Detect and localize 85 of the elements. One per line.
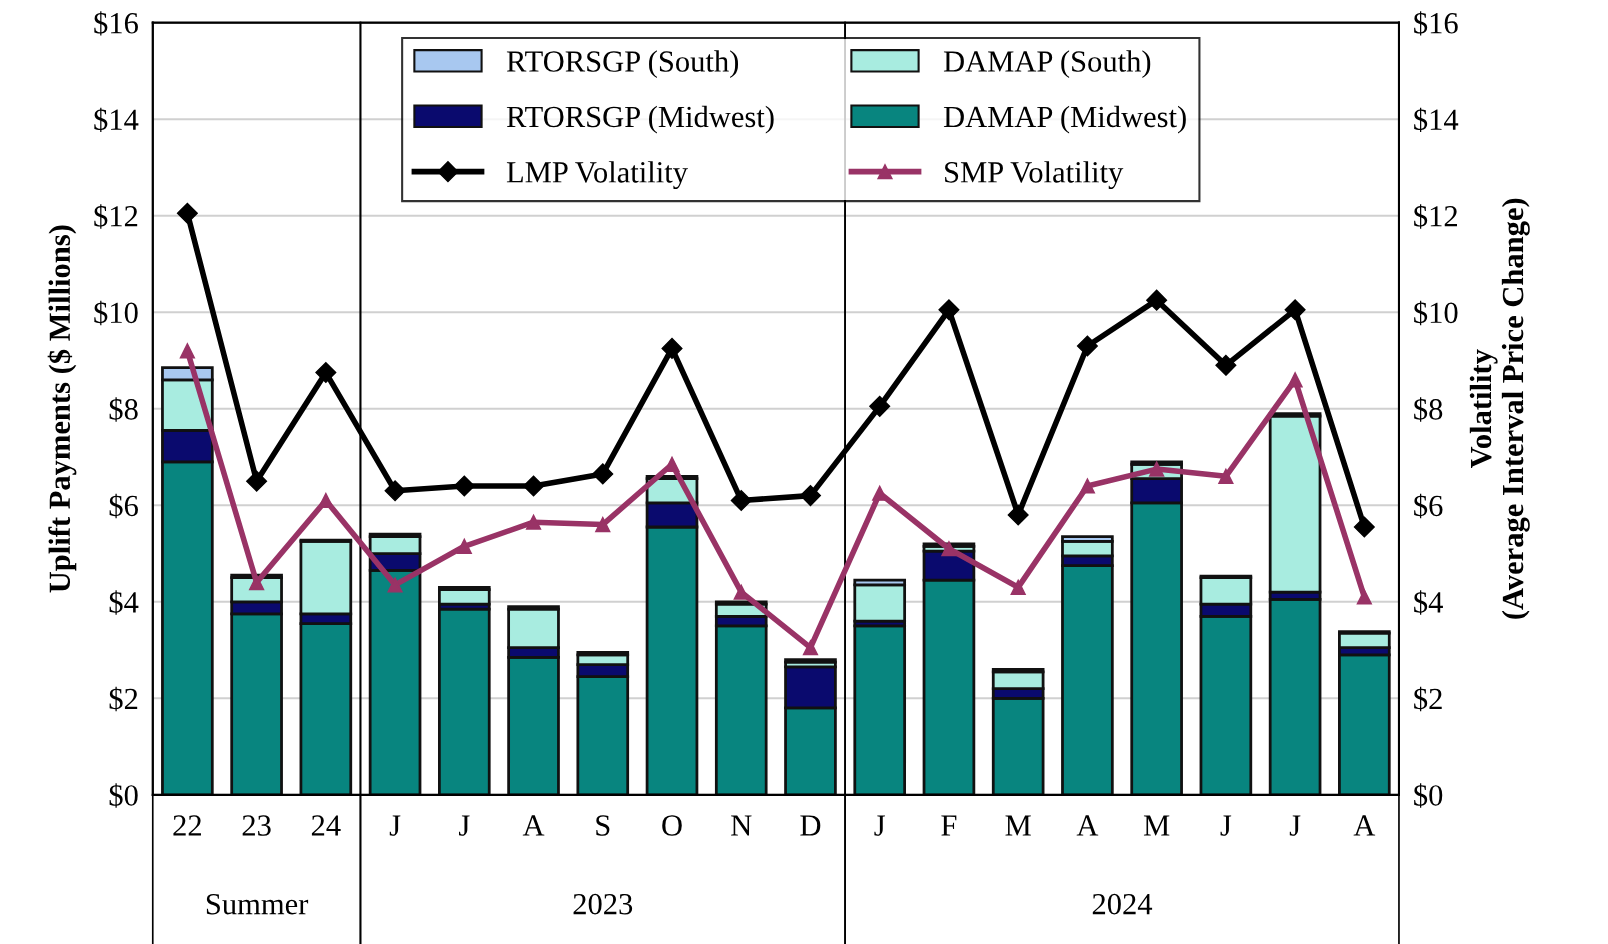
legend-label: RTORSGP (Midwest) [506, 105, 774, 134]
point [799, 485, 821, 507]
point [387, 577, 403, 593]
y-tick-label: $8 [109, 397, 138, 422]
y-tick-label: $16 [94, 11, 138, 36]
x-tick-label: M [1143, 815, 1170, 836]
point [1146, 289, 1168, 311]
x-tick-label: J [459, 815, 470, 836]
point [318, 492, 334, 509]
text: 2024 [1092, 893, 1153, 915]
point [246, 470, 268, 492]
y2-axis-title: Volatility (Average Interval Price Change) [1469, 198, 1530, 619]
bar [1268, 598, 1322, 795]
y-tick-label: $4 [109, 590, 139, 615]
y2-tick-label: $0 [1414, 783, 1443, 808]
point [592, 463, 614, 485]
bar [853, 624, 907, 795]
point [384, 480, 406, 502]
x-tick-label: N [731, 815, 752, 836]
y-tick-label: $14 [94, 107, 139, 133]
text: 2023 [573, 893, 633, 915]
x-tick-label: 23 [242, 815, 271, 836]
point [315, 362, 337, 384]
bar [784, 658, 837, 664]
point [456, 538, 472, 554]
point [1218, 468, 1234, 484]
point [941, 541, 957, 557]
x-tick-label: O [662, 815, 682, 836]
bar [1338, 653, 1391, 795]
y-tick-label: $2 [109, 686, 138, 712]
y2-tick-label: $6 [1414, 493, 1443, 519]
point [1007, 504, 1029, 526]
point [1284, 299, 1306, 321]
x-tick-label: D [800, 815, 821, 836]
y2-tick-label: $12 [1414, 204, 1457, 229]
x-tick-label: A [1353, 815, 1376, 836]
y2-tick-label: $14 [1414, 107, 1459, 133]
x-tick-label: J [1289, 815, 1301, 836]
y2-tick-label: $10 [1414, 300, 1458, 326]
point [525, 514, 542, 530]
x-tick-label: 22 [173, 815, 201, 836]
y-axis-title: Uplift Payments ($ Millions) [47, 225, 77, 593]
legend-label: DAMAP (South) [943, 50, 1151, 79]
y-tick-label: $10 [94, 300, 138, 326]
x-tick-label: F [941, 815, 957, 836]
bar [853, 583, 907, 623]
point [1356, 589, 1372, 605]
point [730, 489, 752, 511]
point [595, 516, 611, 533]
y-tick-label: $6 [109, 493, 138, 519]
point [453, 475, 475, 497]
y-tick-label: $12 [94, 204, 138, 229]
x-tick-label: A [522, 815, 545, 836]
point [179, 343, 196, 359]
y2-tick-label: $8 [1414, 397, 1443, 422]
point [176, 202, 198, 224]
point [1287, 372, 1303, 388]
y2-tick-label: $2 [1414, 686, 1442, 712]
x-tick-label: 24 [311, 815, 341, 836]
x-tick-label: J [874, 815, 886, 836]
y2-tick-label: $4 [1414, 590, 1443, 615]
x-tick-label: M [1005, 815, 1031, 836]
point [1079, 478, 1096, 494]
legend-label: DAMAP (Midwest) [943, 105, 1186, 134]
point [1353, 516, 1375, 538]
point [523, 475, 545, 497]
point [938, 299, 960, 321]
x-tick-label: S [596, 815, 610, 836]
y-tick-label: $0 [109, 783, 138, 808]
point [733, 584, 749, 600]
legend-label: RTORSGP (South) [506, 50, 739, 79]
y2-tick-label: $16 [1414, 11, 1458, 36]
bar [438, 607, 491, 795]
x-tick-label: J [1220, 815, 1232, 836]
point [1215, 354, 1237, 376]
text: Summer [206, 893, 309, 915]
point [1010, 579, 1026, 595]
legend-label: SMP Volatility [945, 161, 1124, 189]
point [1076, 335, 1098, 357]
legend-label: LMP Volatility [506, 161, 688, 189]
x-tick-label: J [389, 815, 401, 836]
point [869, 395, 891, 417]
x-tick-label: A [1076, 815, 1099, 836]
point [802, 640, 819, 656]
point [661, 337, 683, 359]
